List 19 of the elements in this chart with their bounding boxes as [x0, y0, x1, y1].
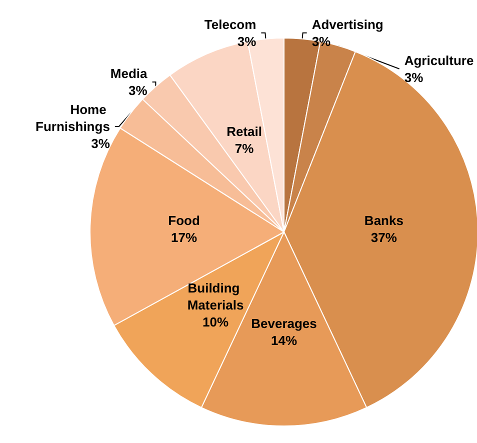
data-label: 10%: [202, 314, 229, 330]
data-label: 37%: [370, 230, 398, 245]
data-label: 14%: [270, 333, 298, 348]
slice-label: Retail: [226, 124, 262, 140]
slice-label: Agriculture: [404, 52, 474, 68]
data-label: 7%: [234, 141, 254, 156]
data-label: 3%: [237, 34, 257, 49]
slice-label: Home Furnishings: [36, 102, 110, 134]
slice-label: Advertising: [312, 16, 384, 32]
data-label: 3%: [91, 136, 110, 151]
slice-label: Telecom: [204, 16, 256, 32]
slice-label: Beverages: [251, 316, 317, 331]
slice-label: Food: [168, 212, 200, 228]
data-label: 3%: [128, 82, 148, 98]
data-label: 17%: [171, 230, 198, 245]
data-label: 3%: [404, 70, 424, 85]
slice-label: Building Materials: [187, 280, 244, 312]
slice-label: Media: [110, 66, 148, 81]
slice-label: Banks: [364, 212, 404, 228]
